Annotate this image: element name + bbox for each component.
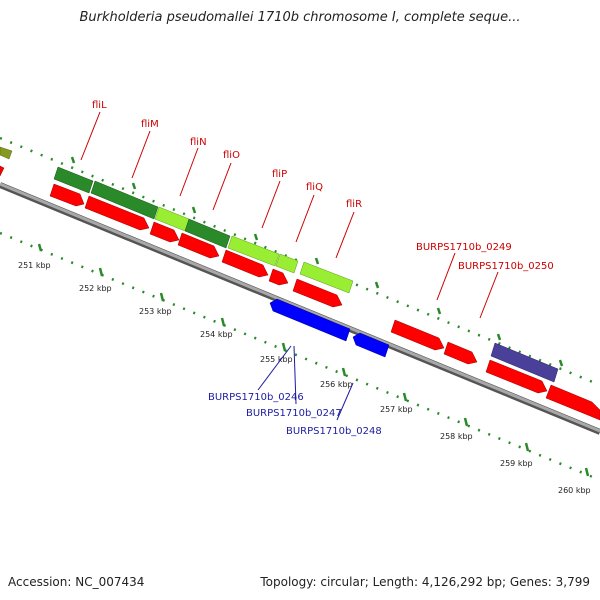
feature-block-olive[interactable] (0, 146, 13, 160)
backbone (0, 182, 600, 433)
label-leaders-top (80, 111, 499, 319)
inner-tick (524, 442, 530, 452)
outer-tick (131, 182, 137, 190)
outer-tick (253, 233, 259, 241)
scale-label: 254 kbp (200, 330, 233, 339)
inner-tick (98, 267, 104, 277)
cds-arrow-forward[interactable] (0, 165, 5, 177)
cds-arrow-fliR[interactable] (292, 278, 343, 308)
leader-line (261, 180, 281, 229)
cds-arrow-forward[interactable] (545, 384, 600, 421)
feature-block-fliO[interactable] (184, 218, 231, 249)
gene-label[interactable]: fliQ (306, 182, 323, 193)
gene-label[interactable]: fliP (272, 169, 287, 180)
cds-arrow-fliM[interactable] (84, 195, 150, 231)
cds-arrow-fliQ[interactable] (268, 268, 289, 286)
scale-label: 257 kbp (380, 405, 413, 414)
scale-label: 258 kbp (440, 432, 473, 441)
cds-arrow-fliP[interactable] (221, 249, 269, 278)
inner-tick (159, 292, 165, 302)
gene-label[interactable]: fliL (92, 100, 107, 111)
leader-line (212, 162, 232, 211)
leader-line (179, 147, 199, 197)
gene-label[interactable]: BURPS1710b_0246 (208, 392, 304, 403)
gene-label[interactable]: fliM (141, 119, 159, 130)
feature-track (0, 146, 559, 383)
scale-label: 259 kbp (500, 459, 533, 468)
inner-dotted-ring (0, 231, 600, 482)
cds-arrow-fliN[interactable] (149, 221, 180, 243)
inner-tick (220, 317, 226, 327)
outer-tick (436, 307, 442, 315)
cds-arrow-BURPS1710b_0250[interactable] (443, 341, 478, 365)
outer-tick (314, 257, 320, 265)
feature-block-fliQ[interactable] (275, 253, 299, 274)
leader-line (257, 345, 292, 391)
scale-label: 253 kbp (139, 307, 172, 316)
feature-block-fliR[interactable] (299, 261, 354, 294)
scale-label: 252 kbp (79, 284, 112, 293)
scale-labels: 251 kbp 252 kbp 253 kbp 254 kbp 255 kbp … (18, 261, 591, 495)
cds-arrow-fliO[interactable] (177, 232, 220, 259)
cds-arrow-BURPS1710b_0249[interactable] (390, 319, 445, 351)
outer-tick (558, 359, 564, 367)
forward-cds-track (0, 165, 600, 421)
gene-label[interactable]: BURPS1710b_0247 (246, 408, 342, 419)
feature-block-fliM[interactable] (90, 180, 159, 220)
outer-major-ticks (70, 156, 564, 367)
inner-tick (341, 367, 347, 377)
leader-line (131, 130, 151, 179)
feature-block-fliL[interactable] (53, 166, 94, 194)
inner-tick (584, 467, 590, 477)
outer-tick (496, 333, 502, 341)
leader-line (436, 252, 456, 301)
scale-label: 260 kbp (558, 486, 591, 495)
scale-label: 255 kbp (260, 355, 293, 364)
gene-label[interactable]: BURPS1710b_0249 (416, 242, 512, 253)
outer-tick (374, 281, 380, 289)
scale-label: 251 kbp (18, 261, 51, 270)
genome-summary-text: Topology: circular; Length: 4,126,292 bp… (260, 575, 590, 589)
accession-text: Accession: NC_007434 (8, 575, 145, 589)
cds-arrow-forward[interactable] (485, 359, 548, 394)
reverse-cds-track (269, 298, 390, 358)
gene-label[interactable]: BURPS1710b_0248 (286, 426, 382, 437)
outer-dotted-ring (0, 136, 600, 387)
leader-line (80, 111, 101, 161)
feature-block-fliP[interactable] (227, 235, 280, 267)
cds-arrow-fliL[interactable] (49, 183, 85, 207)
outer-tick (70, 156, 76, 164)
gene-labels-top: fliL fliM fliN fliO fliP fliQ fliR BURPS… (92, 100, 554, 272)
leader-line (295, 194, 315, 243)
cds-arrow-BURPS1710b_0246-0247[interactable] (269, 298, 351, 342)
label-leaders-bottom (257, 345, 354, 421)
leader-line (335, 211, 355, 259)
cds-arrow-BURPS1710b_0248[interactable] (352, 332, 390, 358)
gene-label[interactable]: fliO (223, 150, 240, 161)
map-title: Burkholderia pseudomallei 1710b chromoso… (79, 10, 521, 25)
inner-tick (463, 417, 469, 427)
inner-tick (281, 342, 287, 352)
gene-label[interactable]: BURPS1710b_0250 (458, 261, 554, 272)
feature-block-purple[interactable] (490, 342, 559, 383)
leader-line (293, 345, 297, 405)
scale-label: 256 kbp (320, 380, 353, 389)
leader-line (479, 271, 499, 319)
inner-major-ticks (37, 243, 590, 477)
leader-line (336, 382, 354, 421)
outer-tick (191, 206, 197, 214)
gene-label[interactable]: fliN (190, 137, 207, 148)
inner-tick (402, 392, 408, 402)
gene-labels-bottom: BURPS1710b_0246 BURPS1710b_0247 BURPS171… (208, 392, 382, 437)
inner-tick (37, 243, 43, 252)
gene-label[interactable]: fliR (346, 199, 362, 210)
